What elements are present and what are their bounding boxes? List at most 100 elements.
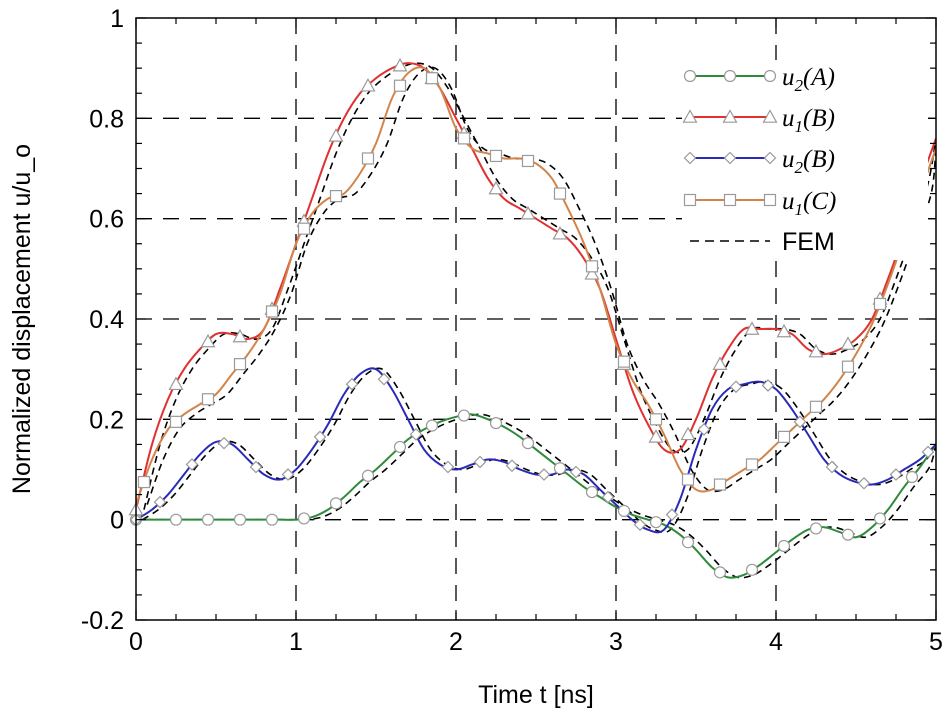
data-point-marker	[840, 336, 856, 350]
data-point-marker	[377, 372, 391, 386]
x-tick-label: 0	[129, 628, 143, 656]
marker-layer	[128, 57, 935, 579]
legend-label-subscript: 2	[795, 158, 804, 177]
data-point-marker	[681, 536, 695, 549]
x-tick-label: 1	[289, 628, 303, 656]
data-point-marker	[905, 470, 919, 484]
data-point-marker	[360, 77, 376, 92]
fem-line	[145, 413, 936, 579]
legend-marker	[763, 193, 777, 207]
data-point-marker	[137, 475, 151, 489]
data-point-marker	[185, 458, 199, 471]
legend-label-arg: (B)	[803, 105, 835, 132]
data-point-marker	[793, 415, 807, 429]
legend-background	[682, 60, 928, 260]
fem-line	[141, 367, 936, 534]
data-point-marker	[553, 187, 567, 200]
legend-marker	[683, 193, 697, 207]
data-point-marker	[169, 415, 183, 428]
data-point-marker	[601, 490, 615, 504]
legend-label-symbol: u	[782, 64, 795, 91]
data-point-marker	[361, 152, 375, 165]
legend-label: FEM	[782, 228, 835, 256]
legend-marker	[763, 69, 777, 83]
data-point-marker	[473, 455, 487, 469]
y-tick-label: 1	[110, 5, 124, 33]
legend-label: u1(B)	[782, 105, 835, 136]
data-point-marker	[921, 445, 935, 459]
data-point-marker	[809, 400, 823, 413]
data-point-marker	[233, 358, 247, 371]
data-point-marker	[649, 516, 663, 529]
data-point-marker	[761, 379, 775, 392]
data-point-marker	[392, 57, 408, 72]
legend-marker	[762, 109, 778, 123]
data-point-marker	[841, 528, 855, 541]
legend-marker	[683, 151, 697, 165]
data-point-marker	[425, 419, 439, 432]
data-point-marker	[537, 468, 551, 481]
legend-marker	[723, 151, 737, 165]
data-point-marker	[585, 260, 599, 273]
x-axis-title: Time t [ns]	[478, 681, 594, 709]
y-tick-label: 0.4	[89, 306, 124, 334]
data-point-marker	[488, 180, 504, 195]
data-point-marker	[857, 476, 871, 490]
data-point-marker	[552, 225, 568, 240]
y-axis-title: Normalized displacement u/u_o	[8, 144, 36, 494]
legend-label-symbol: u	[782, 188, 795, 215]
x-tick-labels: 0 1 2 3 4 5	[129, 628, 943, 656]
data-point-marker	[520, 205, 536, 220]
legend-marker	[723, 69, 737, 83]
data-point-marker	[521, 154, 535, 168]
legend-marker	[722, 109, 738, 123]
legend-label-subscript: 2	[795, 76, 804, 95]
series-line	[136, 367, 936, 534]
data-point-marker	[584, 266, 600, 280]
series-line	[136, 413, 936, 579]
data-point-marker	[409, 428, 423, 441]
data-point-marker	[617, 504, 631, 517]
y-tick-label: 0	[110, 507, 124, 535]
y-tick-label: 0.8	[89, 105, 124, 133]
fem-line	[146, 66, 936, 505]
data-point-marker	[265, 513, 279, 526]
data-point-marker	[713, 566, 727, 579]
data-point-marker	[345, 377, 359, 391]
data-point-marker	[265, 305, 279, 318]
data-point-marker	[153, 495, 167, 509]
x-tick-label: 2	[449, 628, 463, 656]
legend-label-arg: (C)	[803, 188, 836, 215]
data-point-marker	[201, 513, 215, 526]
data-point-marker	[313, 430, 327, 444]
data-point-marker	[745, 458, 759, 471]
axis-ticks	[135, 17, 937, 621]
legend-marker	[763, 151, 777, 165]
data-point-marker	[489, 149, 503, 163]
data-point-marker	[617, 355, 631, 368]
legend-label-symbol: u	[782, 105, 795, 132]
data-point-marker	[680, 426, 696, 441]
data-point-marker	[873, 297, 887, 311]
x-tick-label: 3	[609, 628, 623, 656]
y-tick-label: -0.2	[81, 607, 124, 635]
data-point-marker	[329, 189, 343, 203]
data-point-marker	[169, 513, 183, 526]
data-point-marker	[200, 333, 216, 348]
legend-marker	[723, 193, 737, 207]
legend-marker	[683, 69, 697, 83]
series-line	[136, 66, 936, 505]
data-point-marker	[168, 376, 184, 391]
data-point-marker	[553, 462, 567, 475]
data-point-marker	[249, 460, 263, 474]
data-point-marker	[441, 460, 455, 474]
data-point-marker	[808, 343, 824, 358]
data-point-marker	[665, 508, 679, 521]
data-point-marker	[329, 497, 343, 510]
legend-label: u2(B)	[782, 146, 835, 177]
data-point-marker	[889, 468, 903, 481]
x-tick-label: 5	[929, 628, 943, 656]
data-point-marker	[729, 380, 743, 394]
legend-label-arg: (A)	[803, 64, 835, 91]
